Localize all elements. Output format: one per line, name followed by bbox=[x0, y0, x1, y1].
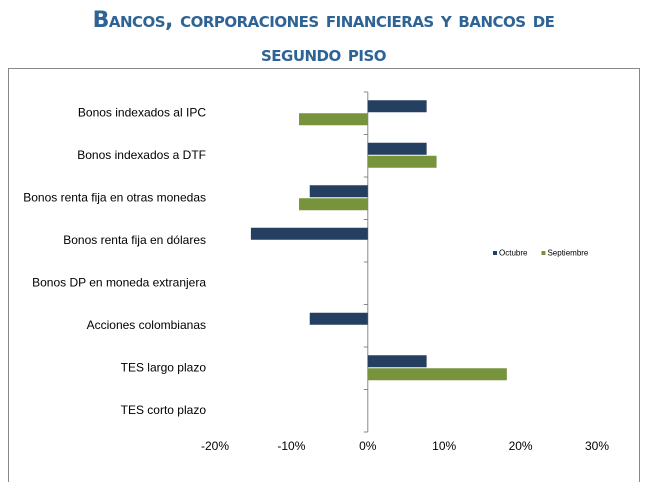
legend-swatch bbox=[493, 251, 497, 255]
bar bbox=[367, 155, 437, 168]
x-tick-label: 30% bbox=[585, 439, 609, 453]
bar bbox=[309, 185, 368, 198]
y-tick-label: TES corto plazo bbox=[121, 403, 207, 417]
legend-swatch bbox=[541, 251, 546, 255]
x-tick-label: -20% bbox=[201, 439, 229, 453]
title-box: Bancos, corporaciones financieras y banc… bbox=[0, 4, 647, 72]
x-tick-label: 0% bbox=[359, 439, 377, 453]
bar bbox=[367, 142, 427, 155]
bar bbox=[367, 355, 427, 368]
legend-label: Septiembre bbox=[547, 249, 588, 258]
x-tick-label: -10% bbox=[277, 439, 305, 453]
legend-label: Octubre bbox=[499, 249, 528, 258]
bar bbox=[367, 368, 507, 381]
bar bbox=[299, 113, 368, 126]
chart-frame bbox=[8, 68, 640, 482]
y-tick-label: Acciones colombianas bbox=[87, 318, 206, 332]
y-tick-label: Bonos renta fija en dólares bbox=[63, 233, 206, 247]
x-tick-label: 20% bbox=[509, 439, 533, 453]
bar bbox=[250, 227, 368, 240]
y-tick-label: TES largo plazo bbox=[121, 360, 207, 374]
y-tick-label: Bonos indexados al IPC bbox=[78, 105, 206, 119]
bar bbox=[309, 312, 368, 325]
y-tick-label: Bonos indexados a DTF bbox=[77, 148, 206, 162]
bar bbox=[367, 100, 427, 113]
bar bbox=[299, 198, 368, 211]
y-tick-label: Bonos renta fija en otras monedas bbox=[23, 190, 206, 204]
x-tick-label: 10% bbox=[432, 439, 456, 453]
chart-title: Bancos, corporaciones financieras y banc… bbox=[92, 8, 555, 67]
y-tick-label: Bonos DP en moneda extranjera bbox=[32, 275, 206, 289]
